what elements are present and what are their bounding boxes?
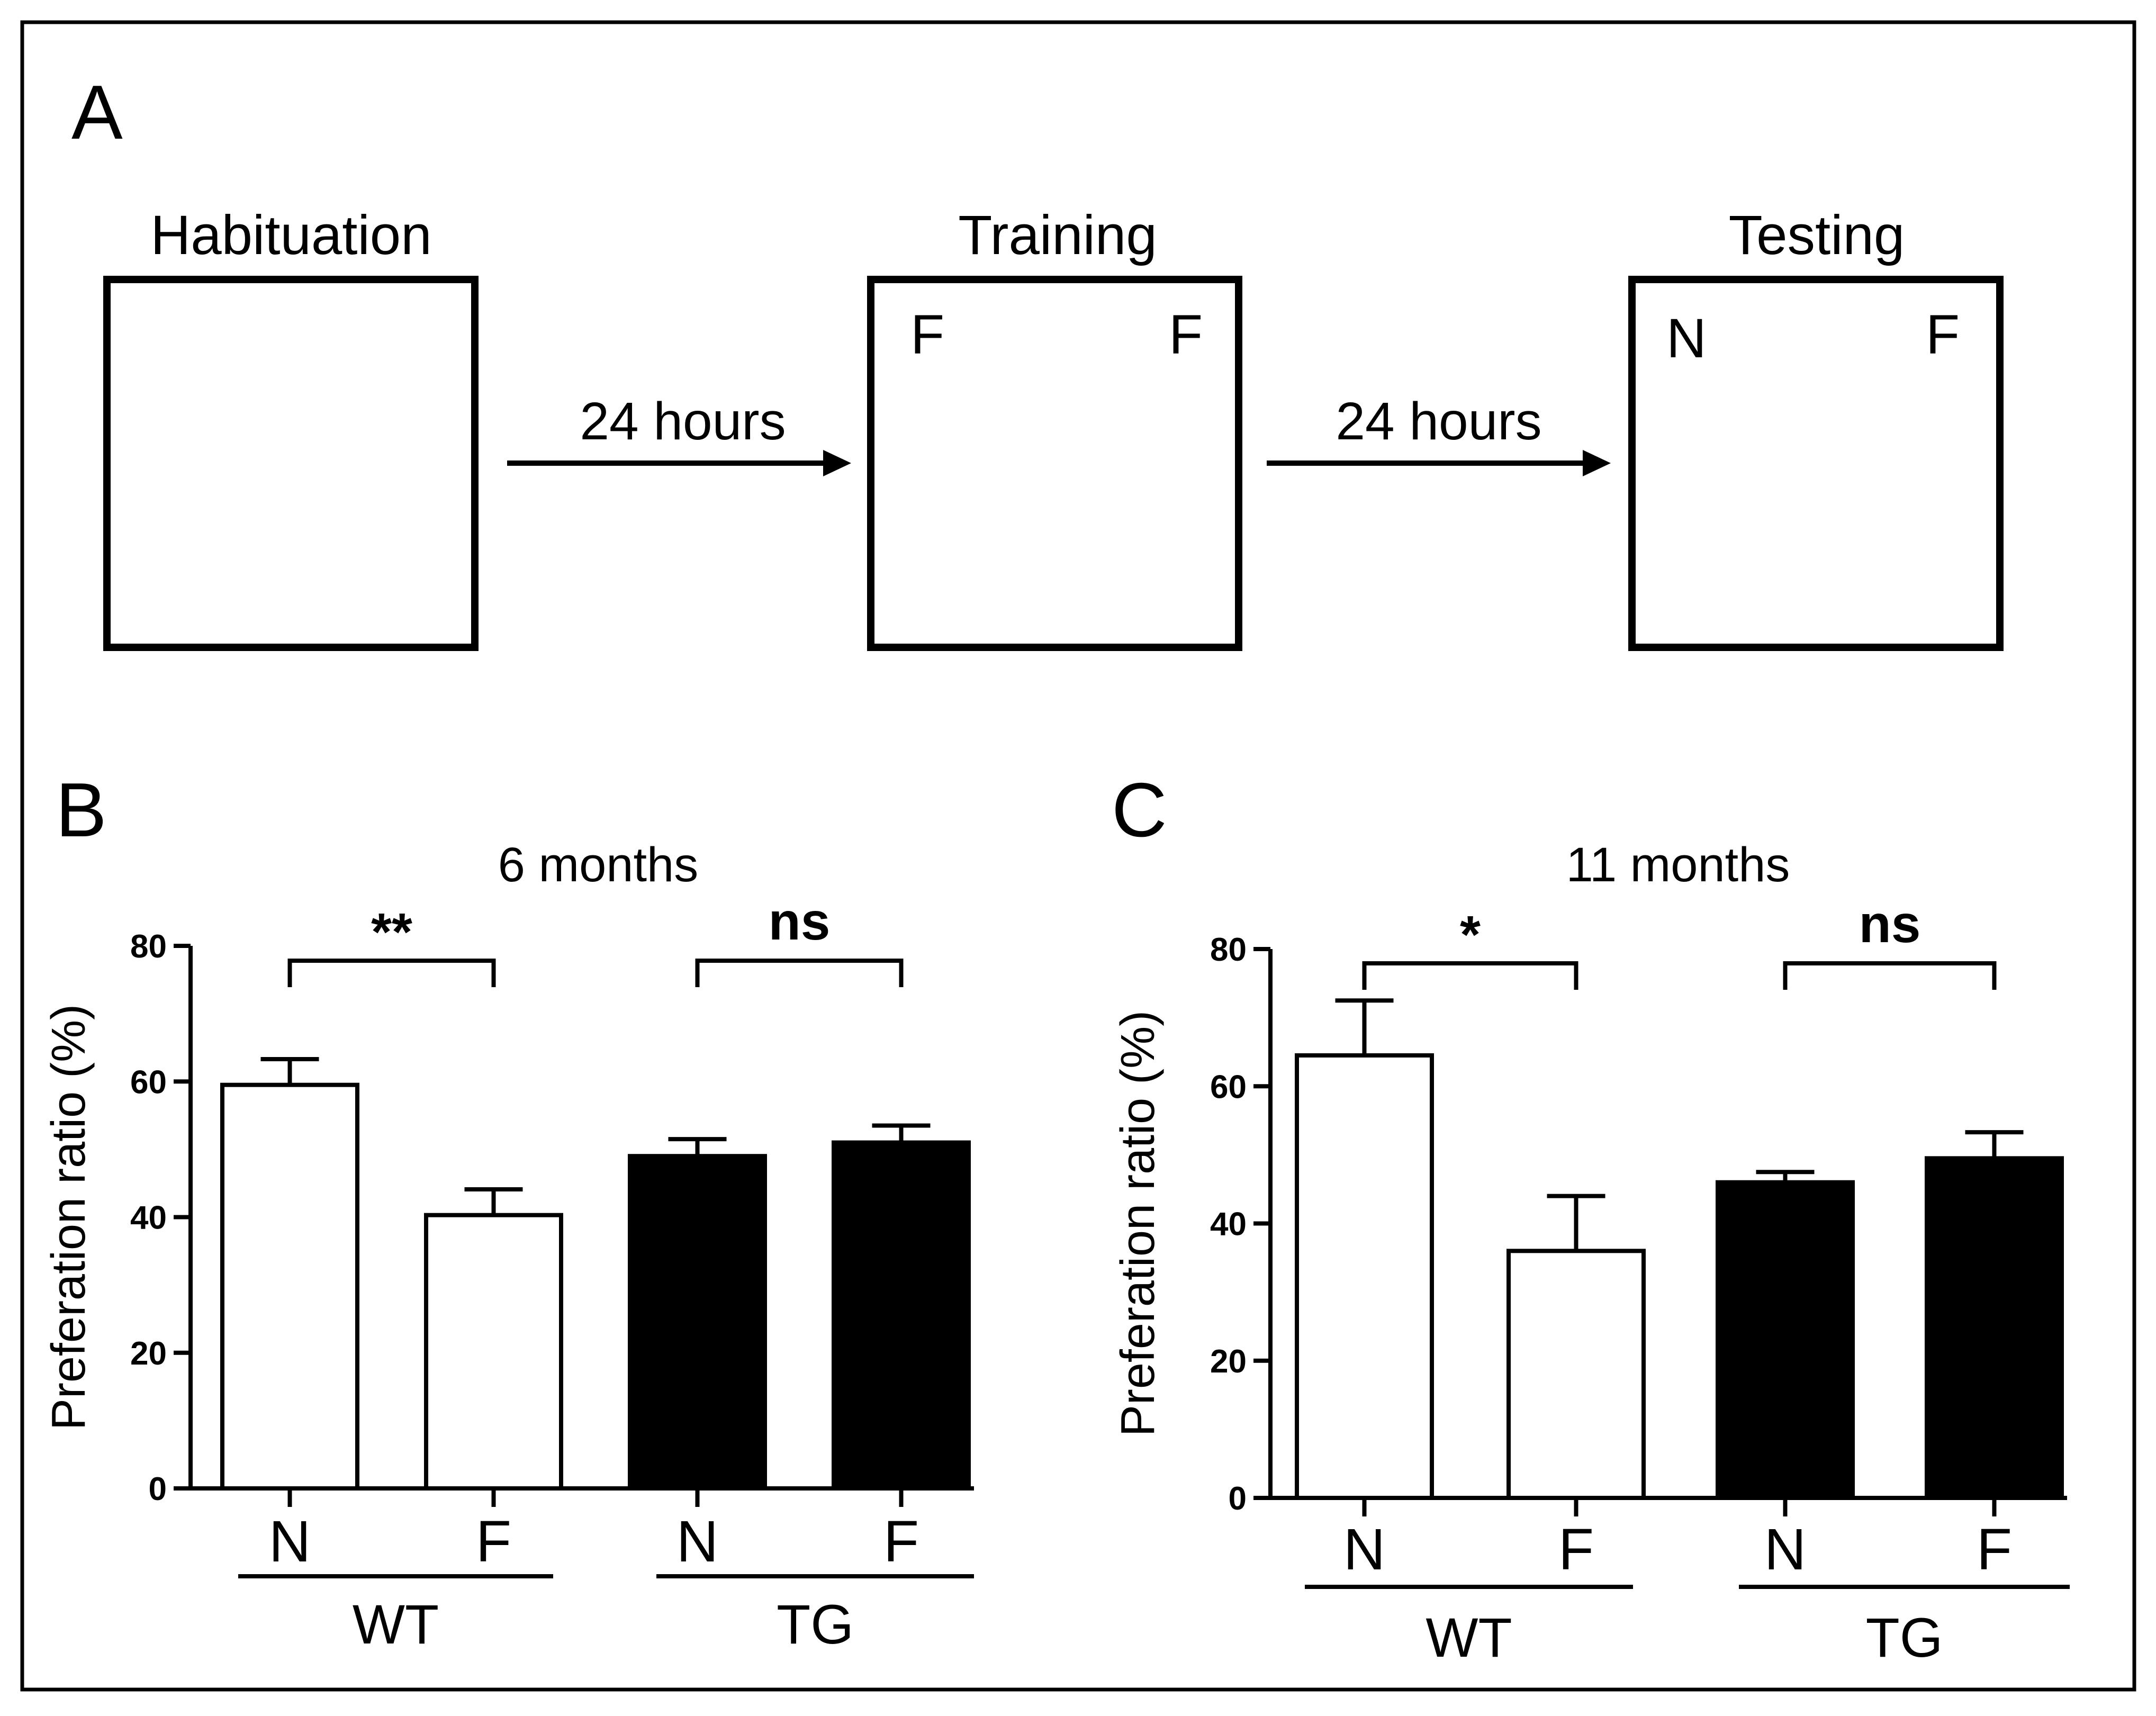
chart-panel-b: B 6 months 0 20 40 60 80 Preferation ratio (%) N… (42, 767, 974, 1656)
x-tick-label: N (1764, 1517, 1806, 1582)
stage-title-habituation: Habituation (150, 204, 431, 266)
y-tick-label: 40 (1210, 1206, 1247, 1243)
object-label-testing-right: F (1926, 304, 1960, 366)
y-tick-label: 0 (149, 1471, 167, 1507)
y-tick-label: 0 (1229, 1480, 1247, 1517)
y-axis-label: Preferation ratio (%) (42, 1004, 95, 1430)
object-label-training-right: F (1169, 304, 1203, 366)
y-tick-label: 40 (130, 1200, 167, 1236)
panel-a-letter: A (71, 69, 123, 155)
stage-title-training: Training (958, 204, 1157, 266)
y-tick-label: 20 (1210, 1343, 1247, 1380)
bar (1507, 1249, 1646, 1501)
group-label: WT (1426, 1607, 1512, 1669)
panel-a: A Habituation 24 hours Training F F 24 h… (71, 69, 2004, 651)
group-label: TG (777, 1594, 854, 1656)
x-tick-label: F (883, 1509, 919, 1574)
x-tick-label: N (269, 1509, 311, 1574)
y-tick-label: 60 (130, 1064, 167, 1100)
y-tick-label: 20 (130, 1335, 167, 1372)
bar (220, 1082, 359, 1491)
group-label: TG (1866, 1607, 1943, 1669)
bar (1716, 1180, 1855, 1501)
arrow-1: 24 hours (507, 392, 851, 476)
y-tick-label: 80 (1210, 932, 1247, 968)
arena-box-testing (1628, 276, 2004, 651)
arrow-head-1 (823, 450, 851, 476)
significance-label: * (1460, 905, 1481, 964)
significance-bracket (287, 959, 496, 987)
bar (1925, 1156, 2064, 1500)
chart-title: 11 months (1566, 838, 1790, 892)
bar (1295, 1053, 1434, 1500)
y-tick-label: 80 (130, 928, 167, 965)
significance-label: ** (371, 902, 412, 962)
x-tick-label: F (1977, 1517, 2012, 1582)
stage-title-testing: Testing (1729, 204, 1905, 266)
arrow-label-1: 24 hours (580, 392, 786, 451)
figure-border (20, 20, 2136, 1692)
bar (424, 1213, 563, 1491)
significance-bracket (695, 959, 904, 987)
arrow-label-2: 24 hours (1336, 392, 1541, 451)
bar (832, 1140, 971, 1491)
y-axis-label: Preferation ratio (%) (1112, 1010, 1165, 1437)
significance-bracket (1362, 961, 1578, 990)
stage-testing: Testing N F (1628, 204, 2004, 651)
x-tick-label: F (1558, 1517, 1594, 1582)
object-label-training-left: F (910, 304, 944, 366)
chart-title: 6 months (498, 838, 698, 892)
panel-letter: C (1112, 767, 1167, 853)
stage-habituation: Habituation (103, 204, 479, 651)
significance-bracket (1783, 961, 1997, 990)
object-label-testing-left: N (1666, 308, 1707, 369)
arena-box-habituation (103, 276, 479, 651)
significance-label: ns (1859, 895, 1921, 954)
chart-panel-c: C 11 months 0 20 40 60 80 Preferation ratio (%)… (1112, 767, 2070, 1669)
group-label: WT (353, 1594, 439, 1656)
x-tick-label: N (1343, 1517, 1385, 1582)
x-tick-label: F (476, 1509, 511, 1574)
significance-label: ns (769, 892, 831, 951)
arrow-2: 24 hours (1267, 392, 1611, 476)
arena-box-training (867, 276, 1242, 651)
x-tick-label: N (676, 1509, 718, 1574)
y-tick-label: 60 (1210, 1069, 1247, 1105)
stage-training: Training F F (867, 204, 1242, 651)
bar (628, 1154, 767, 1491)
arrow-head-2 (1583, 450, 1611, 476)
panel-letter: B (56, 767, 107, 853)
